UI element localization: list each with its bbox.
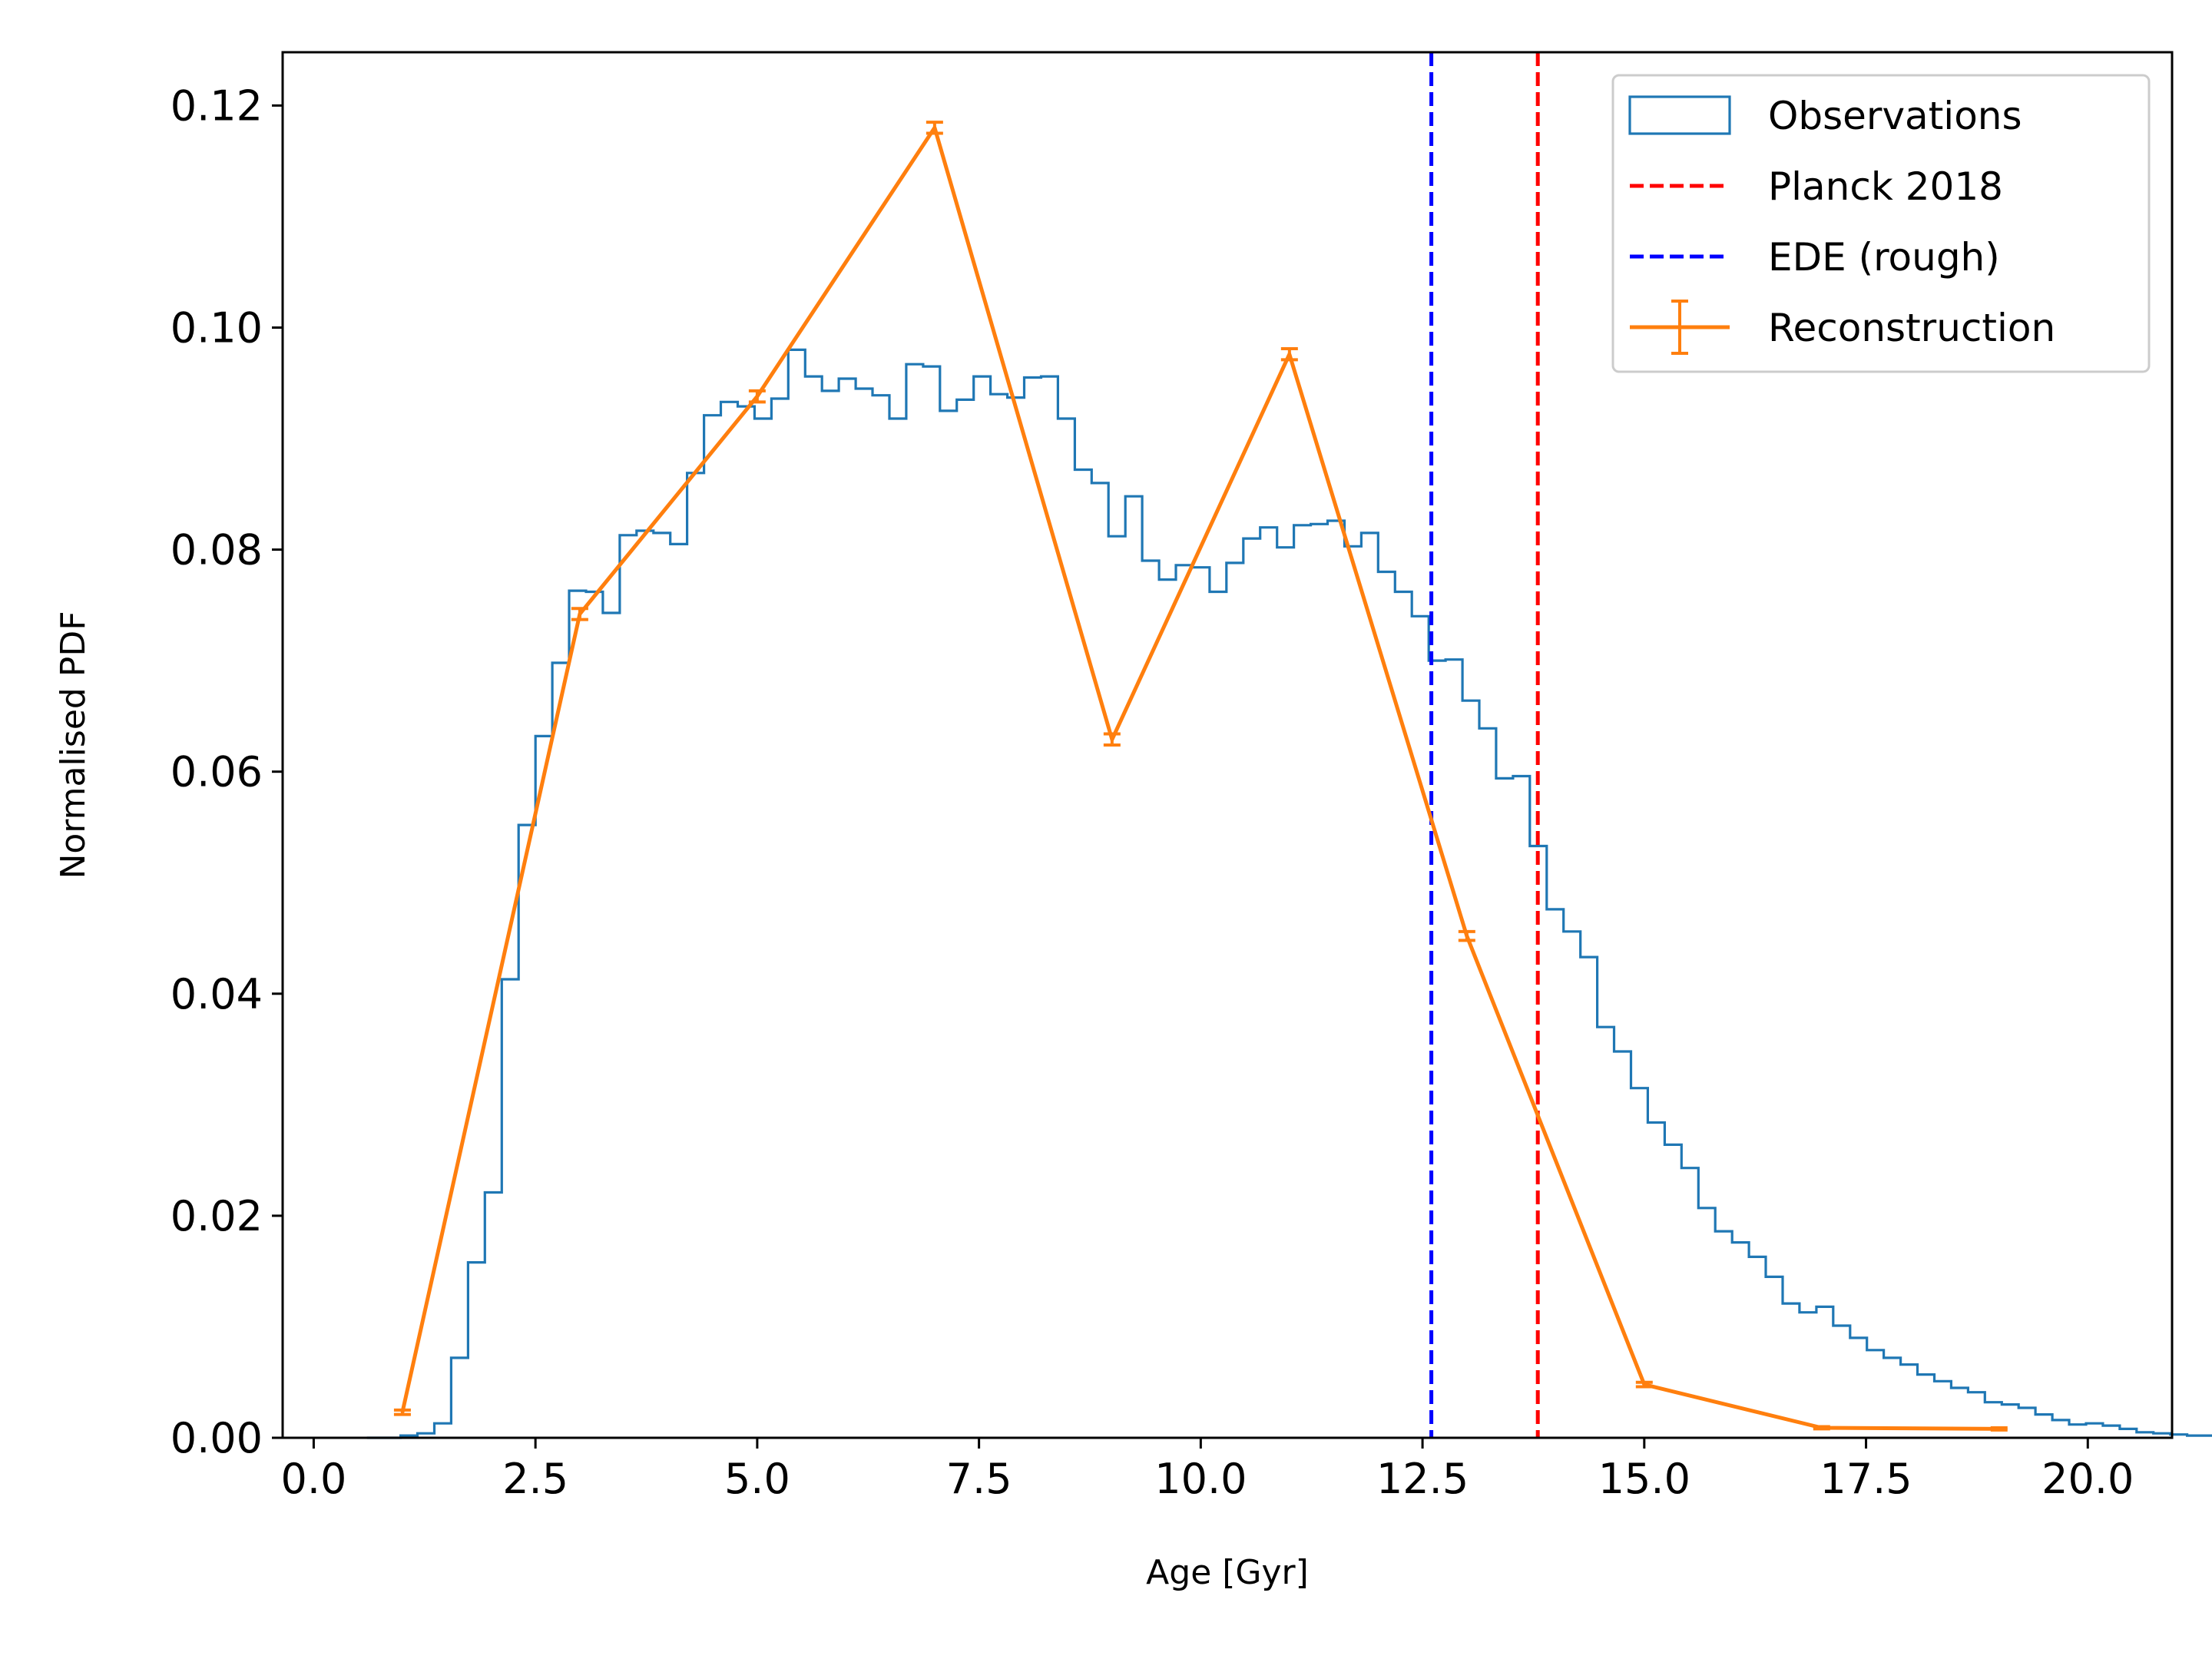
- errorbar-point: [1813, 1425, 1830, 1431]
- errorbar-point: [926, 121, 943, 135]
- legend-swatch-observations: [1628, 95, 1731, 135]
- errorbar-point: [1990, 1426, 2008, 1432]
- axes-frame: [281, 51, 2174, 1439]
- histogram-observations: [366, 348, 2212, 1439]
- errorbar-point: [1458, 929, 1475, 942]
- x-tick-label: 2.5: [502, 1455, 568, 1503]
- plot-area: [366, 52, 2212, 1439]
- x-tick-label: 17.5: [1820, 1455, 1912, 1503]
- y-axis-title: Normalised PDF: [54, 611, 93, 879]
- legend-marks: [1628, 95, 1731, 355]
- legend: Observations Planck 2018 EDE (rough) Rec…: [1611, 74, 2151, 373]
- errorbar-point: [1635, 1380, 1653, 1389]
- x-tick-label: 12.5: [1376, 1455, 1469, 1503]
- series-reconstruction: [400, 125, 1999, 1431]
- y-axis: 0.00 0.02 0.04 0.06 0.08 0.10 0.12: [171, 81, 283, 1462]
- x-tick-label: 10.0: [1154, 1455, 1247, 1503]
- x-axis-title: Age [Gyr]: [1146, 1553, 1309, 1592]
- errorbar-point: [571, 607, 588, 621]
- legend-label-reconstruction: Reconstruction: [1768, 306, 2055, 350]
- legend-label-planck-2018: Planck 2018: [1768, 164, 2003, 209]
- y-tick-label: 0.08: [171, 526, 263, 575]
- y-tick-label: 0.00: [171, 1414, 263, 1462]
- errorbar-point: [1103, 732, 1121, 747]
- errorbar-point: [393, 1408, 411, 1416]
- x-tick-label: 15.0: [1598, 1455, 1690, 1503]
- x-tick-label: 5.0: [724, 1455, 790, 1503]
- x-tick-label: 20.0: [2041, 1455, 2134, 1503]
- y-tick-label: 0.06: [171, 748, 263, 796]
- legend-box: [1611, 74, 2151, 373]
- y-tick-label: 0.02: [171, 1192, 263, 1240]
- x-tick-label: 7.5: [946, 1455, 1012, 1503]
- x-tick-label: 0.0: [280, 1455, 346, 1503]
- legend-label-observations: Observations: [1768, 94, 2022, 138]
- y-tick-label: 0.10: [171, 303, 263, 352]
- x-axis: 0.0 2.5 5.0 7.5 10.0 12.5 15.0 17.5 20.0: [280, 1438, 2134, 1503]
- y-tick-label: 0.04: [171, 970, 263, 1018]
- legend-swatch-reconstruction: [1630, 300, 1730, 355]
- legend-label-ede-rough: EDE (rough): [1768, 235, 2000, 280]
- y-tick-label: 0.12: [171, 81, 263, 130]
- errorbar-point: [1280, 346, 1298, 362]
- errorbar-point: [748, 389, 766, 404]
